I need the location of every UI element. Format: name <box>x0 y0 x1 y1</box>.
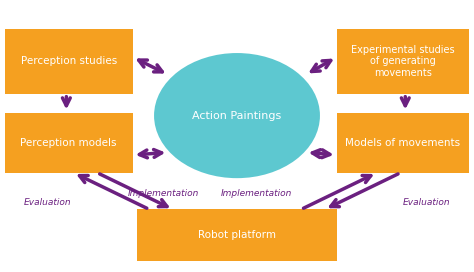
Text: Implementation: Implementation <box>220 188 292 198</box>
Text: Perception studies: Perception studies <box>20 56 117 66</box>
Ellipse shape <box>154 53 320 178</box>
FancyBboxPatch shape <box>137 209 337 261</box>
FancyBboxPatch shape <box>5 29 133 94</box>
Text: Robot platform: Robot platform <box>198 230 276 240</box>
Text: Models of movements: Models of movements <box>346 138 460 148</box>
Text: Evaluation: Evaluation <box>403 198 450 207</box>
FancyBboxPatch shape <box>337 113 469 173</box>
FancyBboxPatch shape <box>5 113 133 173</box>
Text: Action Paintings: Action Paintings <box>192 111 282 120</box>
Text: Perception models: Perception models <box>20 138 117 148</box>
Text: Evaluation: Evaluation <box>24 198 71 207</box>
Text: Experimental studies
of generating
movements: Experimental studies of generating movem… <box>351 45 455 78</box>
FancyBboxPatch shape <box>337 29 469 94</box>
Text: Implementation: Implementation <box>128 188 199 198</box>
